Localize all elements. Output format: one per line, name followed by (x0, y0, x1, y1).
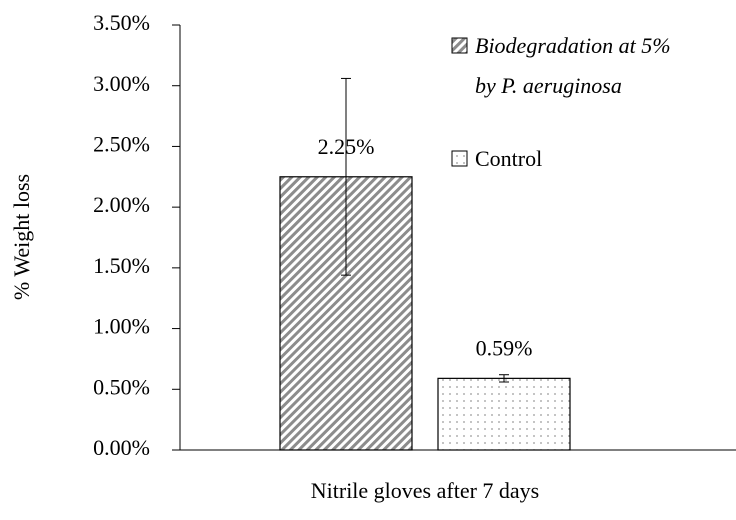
legend-swatch (451, 37, 468, 54)
legend-label: Control (475, 146, 543, 171)
bar (437, 377, 571, 451)
y-tick-label: 0.00% (93, 435, 150, 460)
y-tick-label: 0.50% (93, 374, 150, 399)
x-axis-label: Nitrile gloves after 7 days (311, 478, 540, 503)
y-tick-label: 2.50% (93, 131, 150, 156)
y-axis-label: % Weight loss (9, 174, 34, 300)
y-tick-label: 1.50% (93, 253, 150, 278)
y-tick-label: 3.50% (93, 10, 150, 35)
error-bar (341, 77, 351, 276)
legend-label: Biodegradation at 5% by P. aeruginosa (475, 33, 671, 98)
y-tick-label: 1.00% (93, 314, 150, 339)
y-tick-label: 3.00% (93, 71, 150, 96)
y-tick-label: 2.00% (93, 192, 150, 217)
legend-swatch (451, 150, 468, 167)
error-bar (499, 374, 509, 383)
data-label: 0.59% (476, 335, 533, 360)
data-label: 2.25% (318, 134, 375, 159)
